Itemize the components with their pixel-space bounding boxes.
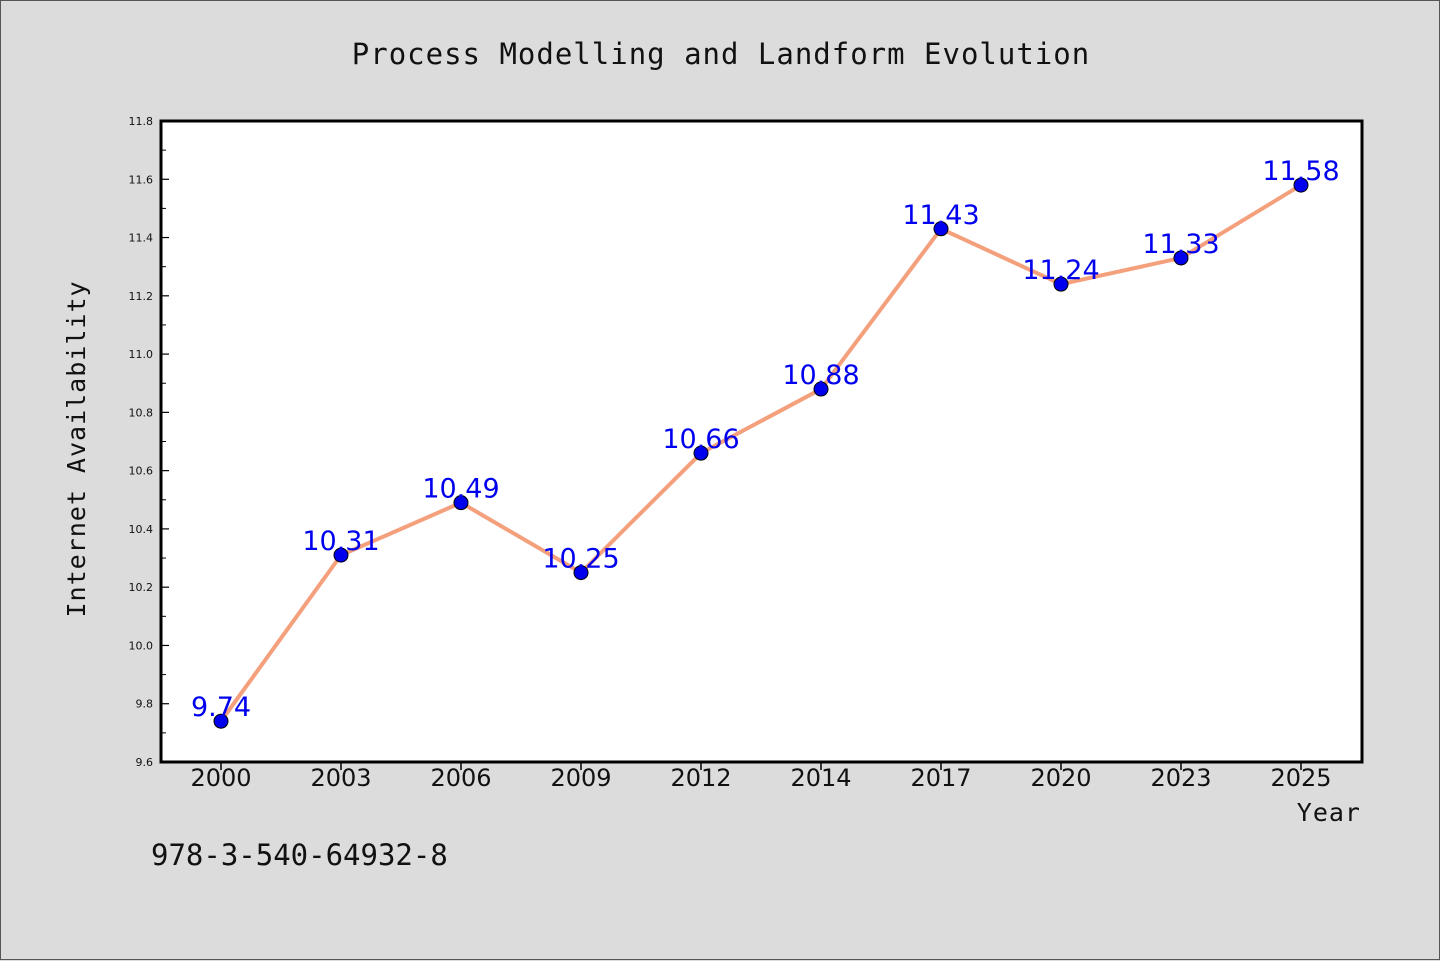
x-tick-label: 2006 — [430, 764, 491, 792]
x-tick-label: 2014 — [790, 764, 851, 792]
data-markers — [213, 177, 1309, 729]
footer-identifier: 978-3-540-64932-8 — [151, 838, 448, 872]
series-line — [219, 183, 1303, 723]
data-value-label: 10.31 — [302, 526, 379, 557]
data-point — [453, 495, 469, 511]
data-value-label: 11.24 — [1022, 255, 1099, 286]
plot-area — [159, 119, 1364, 764]
x-tick-label: 2025 — [1270, 764, 1331, 792]
data-point — [213, 713, 229, 729]
data-value-label: 11.43 — [902, 200, 979, 231]
data-value-label: 10.25 — [542, 544, 619, 575]
x-tick-label: 2000 — [190, 764, 251, 792]
y-axis-label: Internet Availability — [62, 280, 91, 617]
x-tick-label: 2009 — [550, 764, 611, 792]
x-tick-label: 2012 — [670, 764, 731, 792]
y-tick-label: 11.8 — [129, 115, 154, 128]
data-point — [813, 381, 829, 397]
y-tick-label: 11.6 — [129, 173, 154, 186]
data-point — [573, 565, 589, 581]
x-axis: 2000 2003 2006 2009 2012 2014 2017 2020 2023 2025 — [190, 762, 1332, 792]
y-tick-label: 9.8 — [136, 698, 154, 711]
y-tick-label: 9.6 — [136, 756, 154, 769]
data-point — [1053, 276, 1069, 292]
y-tick-label: 10.6 — [129, 465, 154, 478]
y-tick-label: 11.0 — [129, 348, 154, 361]
data-value-label: 11.33 — [1142, 229, 1219, 260]
chart-title: Process Modelling and Landform Evolution — [352, 37, 1090, 71]
data-point — [933, 221, 949, 237]
x-tick-label: 2003 — [310, 764, 371, 792]
y-tick-label: 11.2 — [129, 290, 154, 303]
x-axis-label: Year — [1297, 798, 1361, 827]
data-point — [693, 445, 709, 461]
y-tick-label: 10.8 — [129, 406, 154, 419]
y-tick-label: 11.4 — [129, 232, 154, 245]
y-tick-label: 10.2 — [129, 581, 154, 594]
y-axis: 9.6 9.8 10.0 10.2 10.4 10.6 10.8 11.0 11.2 11.4 11… — [129, 115, 169, 769]
data-value-label: 10.88 — [782, 360, 859, 391]
x-tick-label: 2023 — [1150, 764, 1211, 792]
data-value-label: 10.66 — [662, 424, 739, 455]
x-tick-label: 2017 — [910, 764, 971, 792]
data-point — [1173, 250, 1189, 266]
data-labels: 9.74 10.31 10.49 10.25 10.66 10.88 11.43 11.24 1… — [191, 156, 1340, 723]
data-value-label: 11.58 — [1262, 156, 1339, 187]
data-value-label: 10.49 — [422, 474, 499, 505]
y-tick-label: 10.4 — [129, 523, 154, 536]
data-point — [333, 547, 349, 563]
data-value-label: 9.74 — [191, 692, 251, 723]
data-point — [1293, 177, 1309, 193]
x-tick-label: 2020 — [1030, 764, 1091, 792]
y-tick-label: 10.0 — [129, 639, 154, 652]
